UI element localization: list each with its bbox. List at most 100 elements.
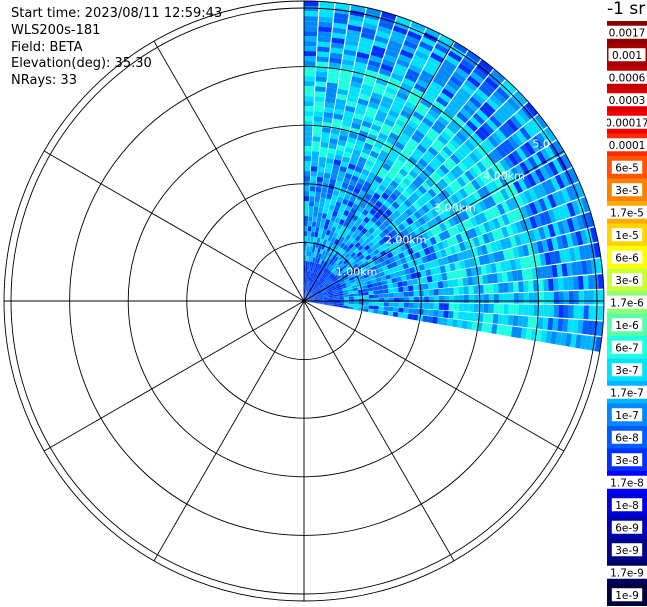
range-gate (428, 127, 440, 139)
range-gate (475, 129, 487, 142)
range-gate (384, 118, 395, 128)
range-gate (353, 307, 359, 311)
range-gate (370, 215, 378, 224)
range-gate (327, 147, 336, 155)
range-gate (464, 79, 478, 92)
range-gate (441, 272, 448, 281)
range-gate (531, 153, 544, 168)
range-gate (593, 290, 599, 305)
range-gate (343, 258, 349, 265)
range-gate (583, 290, 589, 305)
range-gate (306, 286, 309, 292)
range-gate (352, 148, 362, 157)
range-gate (350, 225, 358, 233)
range-gate (320, 136, 330, 143)
range-gate (495, 190, 506, 203)
range-gate (452, 134, 464, 147)
range-gate (517, 108, 531, 123)
range-gate (383, 293, 389, 298)
range-gate (394, 20, 410, 31)
range-gate (563, 291, 569, 305)
range-gate (413, 302, 419, 309)
range-gate (321, 126, 331, 134)
range-gate (328, 304, 334, 307)
range-gate (461, 83, 475, 96)
range-gate (467, 276, 474, 286)
range-gate (343, 305, 349, 309)
range-gate (572, 276, 579, 290)
colorbar-label-bg (611, 318, 643, 332)
range-gate (326, 214, 332, 221)
range-gate (333, 238, 340, 245)
range-gate (306, 291, 309, 297)
range-gate (378, 21, 394, 30)
range-gate (323, 267, 328, 273)
range-gate (451, 319, 458, 328)
range-gate (340, 271, 347, 277)
range-gate (398, 193, 407, 203)
range-gate (425, 89, 438, 100)
range-gate (328, 295, 334, 298)
range-gate (446, 157, 457, 168)
range-gate (460, 173, 471, 185)
range-gate (304, 176, 311, 182)
range-gate (435, 181, 445, 192)
range-gate (344, 227, 351, 234)
range-gate (361, 234, 368, 242)
range-gate (378, 105, 390, 114)
range-gate (339, 262, 346, 268)
range-gate (321, 288, 327, 293)
range-gate (389, 167, 399, 176)
range-gate (317, 36, 331, 43)
range-gate (471, 132, 484, 145)
range-gate (342, 238, 349, 245)
range-gate (385, 86, 398, 96)
range-gate (313, 295, 319, 298)
range-gate (408, 308, 414, 314)
range-gate (358, 156, 368, 164)
range-gate (330, 215, 337, 222)
range-gate (507, 315, 514, 326)
range-gate (373, 248, 380, 256)
range-gate (304, 186, 310, 192)
range-gate (356, 51, 370, 60)
range-gate (337, 170, 346, 178)
range-gate (422, 135, 434, 146)
range-gate (407, 195, 416, 205)
range-ring-label: 3.00km (434, 201, 476, 214)
range-gate (508, 293, 514, 304)
range-gate (319, 151, 328, 158)
range-gate (330, 173, 338, 181)
range-gate (558, 291, 564, 305)
range-gate (389, 213, 398, 222)
range-gate (304, 11, 319, 17)
range-gate (479, 141, 492, 154)
range-gate (357, 224, 364, 232)
range-gate (467, 75, 481, 88)
range-gate (513, 180, 524, 194)
range-gate (314, 286, 319, 292)
range-gate (341, 274, 348, 279)
range-gate (517, 178, 528, 192)
range-gate (381, 242, 389, 250)
range-gate (308, 301, 314, 303)
range-gate (378, 223, 387, 232)
range-gate (318, 264, 323, 270)
range-gate (318, 276, 323, 282)
colorbar-label-bg (611, 160, 643, 174)
range-gate (397, 281, 403, 288)
range-gate (368, 294, 374, 299)
range-gate (386, 44, 401, 54)
range-gate (469, 227, 478, 238)
range-gate (307, 281, 311, 287)
range-gate (344, 278, 350, 284)
range-gate (370, 278, 377, 284)
range-gate (393, 302, 399, 308)
range-gate (333, 113, 344, 120)
range-gate (354, 228, 361, 236)
range-gate (305, 281, 308, 287)
range-gate (430, 227, 439, 237)
range-gate (314, 279, 318, 285)
range-gate (462, 123, 475, 136)
range-gate (595, 258, 603, 274)
